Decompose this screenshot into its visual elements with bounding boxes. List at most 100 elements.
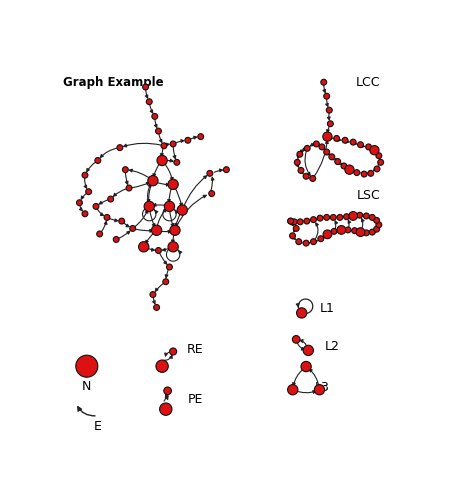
- Circle shape: [163, 279, 169, 285]
- FancyArrowPatch shape: [300, 171, 303, 174]
- Circle shape: [292, 336, 300, 343]
- FancyArrowPatch shape: [145, 90, 148, 98]
- FancyArrowPatch shape: [160, 253, 167, 264]
- Text: E: E: [94, 420, 102, 433]
- Circle shape: [303, 240, 309, 246]
- FancyArrowPatch shape: [191, 136, 197, 139]
- FancyArrowPatch shape: [328, 113, 330, 120]
- Circle shape: [223, 167, 229, 173]
- Circle shape: [329, 154, 335, 160]
- Circle shape: [376, 153, 382, 159]
- FancyArrowPatch shape: [295, 391, 316, 393]
- Circle shape: [95, 158, 101, 163]
- FancyArrowPatch shape: [335, 221, 337, 229]
- FancyArrowPatch shape: [132, 183, 149, 187]
- FancyArrowPatch shape: [173, 147, 176, 159]
- Circle shape: [350, 213, 356, 219]
- FancyArrowPatch shape: [153, 163, 160, 177]
- FancyArrowPatch shape: [299, 241, 302, 244]
- FancyArrowPatch shape: [155, 119, 157, 127]
- FancyArrowPatch shape: [159, 231, 171, 233]
- FancyArrowPatch shape: [309, 369, 319, 387]
- FancyArrowPatch shape: [374, 168, 377, 171]
- Circle shape: [345, 165, 354, 174]
- FancyArrowPatch shape: [377, 221, 380, 224]
- FancyArrowPatch shape: [310, 143, 314, 146]
- FancyArrowPatch shape: [377, 156, 380, 159]
- Circle shape: [168, 179, 178, 189]
- Circle shape: [303, 345, 313, 356]
- Circle shape: [86, 189, 91, 194]
- Circle shape: [337, 226, 346, 234]
- FancyArrowPatch shape: [330, 154, 333, 157]
- FancyArrowPatch shape: [147, 184, 151, 204]
- Circle shape: [319, 144, 325, 150]
- Circle shape: [148, 176, 158, 186]
- FancyArrowPatch shape: [214, 169, 222, 172]
- FancyArrowPatch shape: [331, 157, 334, 160]
- Circle shape: [297, 151, 303, 157]
- FancyArrowPatch shape: [80, 205, 82, 211]
- Circle shape: [342, 137, 348, 143]
- FancyArrowPatch shape: [354, 230, 357, 232]
- FancyArrowPatch shape: [307, 243, 310, 245]
- Circle shape: [160, 403, 172, 415]
- FancyArrowPatch shape: [163, 248, 171, 251]
- Circle shape: [164, 201, 174, 211]
- FancyArrowPatch shape: [324, 215, 327, 218]
- Circle shape: [347, 167, 353, 173]
- FancyArrowPatch shape: [314, 241, 317, 243]
- FancyArrowPatch shape: [183, 176, 207, 207]
- Circle shape: [324, 149, 329, 155]
- FancyArrowPatch shape: [118, 231, 130, 239]
- Text: PE: PE: [188, 393, 203, 407]
- Circle shape: [170, 141, 176, 147]
- FancyArrowPatch shape: [297, 342, 304, 350]
- FancyArrowPatch shape: [315, 143, 319, 146]
- Circle shape: [168, 242, 178, 252]
- Circle shape: [369, 214, 375, 220]
- Circle shape: [370, 145, 379, 155]
- Circle shape: [325, 133, 330, 139]
- Text: LCC: LCC: [356, 76, 381, 89]
- FancyArrowPatch shape: [153, 297, 155, 304]
- FancyArrowPatch shape: [348, 220, 351, 227]
- Circle shape: [146, 99, 152, 105]
- Circle shape: [310, 239, 316, 245]
- Circle shape: [317, 215, 323, 221]
- FancyArrowPatch shape: [326, 99, 328, 106]
- FancyArrowPatch shape: [160, 148, 163, 156]
- FancyArrowPatch shape: [373, 150, 376, 153]
- FancyArrowPatch shape: [330, 137, 333, 139]
- Circle shape: [288, 218, 293, 224]
- FancyArrowPatch shape: [361, 172, 364, 175]
- Circle shape: [301, 362, 311, 372]
- FancyArrowPatch shape: [293, 229, 296, 232]
- Circle shape: [209, 190, 215, 196]
- FancyArrowPatch shape: [310, 218, 314, 220]
- Circle shape: [335, 159, 341, 165]
- FancyArrowPatch shape: [176, 195, 206, 228]
- FancyArrowPatch shape: [359, 231, 363, 234]
- FancyArrowPatch shape: [368, 146, 371, 149]
- FancyArrowPatch shape: [328, 234, 331, 236]
- FancyArrowPatch shape: [374, 218, 376, 220]
- Circle shape: [313, 141, 319, 147]
- Circle shape: [170, 225, 180, 236]
- FancyArrowPatch shape: [376, 226, 379, 229]
- Circle shape: [378, 159, 383, 165]
- FancyArrowPatch shape: [370, 216, 374, 219]
- Circle shape: [113, 237, 119, 243]
- Circle shape: [97, 231, 102, 237]
- FancyArrowPatch shape: [305, 151, 310, 176]
- Circle shape: [177, 205, 187, 215]
- FancyArrowPatch shape: [146, 232, 155, 243]
- Circle shape: [130, 226, 136, 231]
- FancyArrowPatch shape: [319, 145, 323, 148]
- Text: LSC: LSC: [357, 189, 381, 202]
- FancyArrowPatch shape: [168, 187, 172, 202]
- FancyArrowPatch shape: [335, 159, 338, 162]
- Text: RE: RE: [187, 343, 204, 356]
- FancyArrowPatch shape: [337, 162, 340, 164]
- FancyArrowPatch shape: [170, 209, 173, 227]
